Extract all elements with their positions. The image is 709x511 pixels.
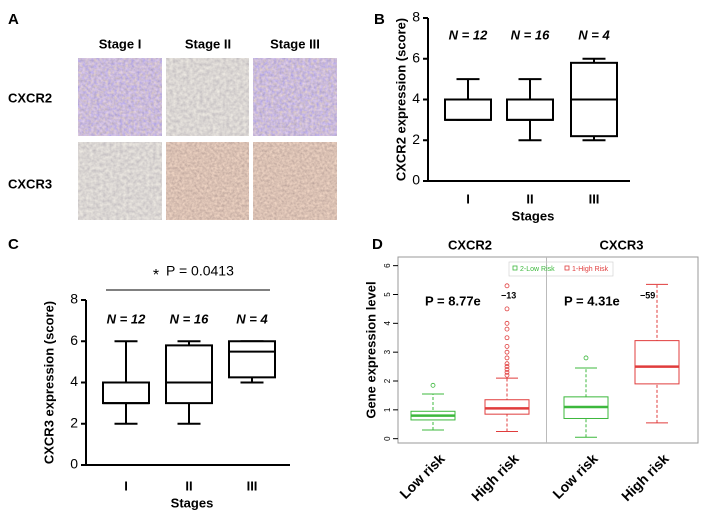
- y-tick-label: 3: [383, 349, 392, 354]
- n-label: N = 4: [236, 311, 268, 326]
- x-tick-label: II: [526, 191, 533, 206]
- n-label: N = 4: [578, 27, 610, 42]
- x-tick-label: High risk: [618, 450, 672, 504]
- outlier: [504, 343, 510, 349]
- panel-label: D: [372, 236, 383, 253]
- x-tick-label: Low risk: [396, 450, 448, 502]
- tissue-image: [78, 58, 162, 136]
- outlier: [504, 326, 510, 332]
- y-tick-label: 4: [70, 373, 78, 389]
- tissue-image: [253, 58, 337, 136]
- n-label: N = 16: [170, 311, 209, 326]
- y-tick-label: 8: [70, 291, 78, 307]
- outlier: [504, 367, 510, 372]
- panel-label: A: [8, 11, 19, 28]
- x-tick-label: Low risk: [549, 450, 601, 502]
- y-tick-label: 5: [383, 292, 392, 297]
- legend-label: 1-High Risk: [572, 266, 609, 273]
- tissue-image: [253, 142, 337, 220]
- panel-label: B: [374, 11, 385, 28]
- box: [165, 344, 213, 405]
- y-tick-label: 4: [383, 321, 392, 326]
- n-label: N = 12: [107, 311, 146, 326]
- outlier: [504, 335, 510, 341]
- column-label: Stage II: [185, 36, 231, 51]
- x-tick-label: III: [247, 478, 258, 493]
- y-axis-title: CXCR3 expression (score): [41, 301, 56, 464]
- x-tick-label: I: [466, 191, 470, 206]
- plot-frame: [397, 256, 699, 444]
- n-label: N = 12: [449, 27, 488, 42]
- box: [484, 399, 530, 415]
- y-tick-label: 0: [70, 456, 78, 472]
- outlier: [504, 355, 510, 361]
- tissue-image: [166, 58, 249, 136]
- row-label: CXCR3: [8, 176, 52, 191]
- outlier: [504, 283, 510, 289]
- y-tick-label: 6: [383, 263, 392, 268]
- box: [444, 98, 492, 121]
- y-tick-label: 4: [412, 90, 420, 106]
- x-tick-label: I: [124, 478, 128, 493]
- p-exponent: −13: [501, 290, 516, 300]
- outlier: [430, 382, 436, 388]
- y-tick-label: 0: [383, 436, 392, 441]
- tissue-image: [166, 142, 249, 220]
- outlier: [504, 306, 510, 312]
- y-tick-label: 6: [412, 49, 420, 65]
- x-axis-title: Stages: [171, 495, 214, 510]
- legend-label: 2-Low Risk: [520, 266, 555, 273]
- x-tick-label: High risk: [468, 450, 522, 504]
- y-tick-label: 6: [70, 332, 78, 348]
- outlier: [504, 361, 510, 367]
- column-label: Stage III: [270, 36, 320, 51]
- outlier: [504, 369, 510, 375]
- outlier: [504, 349, 510, 355]
- outlier: [504, 364, 510, 369]
- p-exponent: −59: [640, 290, 655, 300]
- n-label: N = 16: [511, 27, 550, 42]
- tissue-image: [78, 142, 162, 220]
- outlier: [504, 320, 510, 326]
- x-tick-label: III: [589, 191, 600, 206]
- y-axis-title: Gene expression level: [363, 281, 378, 418]
- p-value: P = 4.31e: [564, 293, 620, 308]
- box: [506, 98, 554, 121]
- y-tick-label: 8: [412, 9, 420, 25]
- y-tick-label: 1: [383, 407, 392, 412]
- y-axis-title: CXCR2 expression (score): [393, 18, 408, 181]
- column-label: Stage I: [99, 36, 142, 51]
- box: [228, 340, 276, 379]
- box: [102, 381, 150, 405]
- y-tick-label: 2: [383, 378, 392, 383]
- group-title: CXCR2: [448, 237, 492, 252]
- row-label: CXCR2: [8, 90, 52, 105]
- x-axis-title: Stages: [512, 208, 555, 223]
- legend-swatch: [512, 265, 518, 271]
- y-tick-label: 2: [70, 414, 78, 430]
- group-title: CXCR3: [599, 237, 643, 252]
- significance: *: [153, 267, 159, 284]
- p-value: P = 0.0413: [166, 263, 234, 279]
- x-tick-label: II: [185, 478, 192, 493]
- y-tick-label: 2: [412, 131, 420, 147]
- box: [634, 340, 680, 385]
- outlier: [504, 372, 510, 378]
- legend-swatch: [564, 265, 570, 271]
- outlier: [583, 355, 589, 361]
- p-value: P = 8.77e: [425, 293, 481, 308]
- y-tick-label: 0: [412, 172, 420, 188]
- panel-label: C: [8, 236, 19, 253]
- legend-box: [508, 261, 614, 277]
